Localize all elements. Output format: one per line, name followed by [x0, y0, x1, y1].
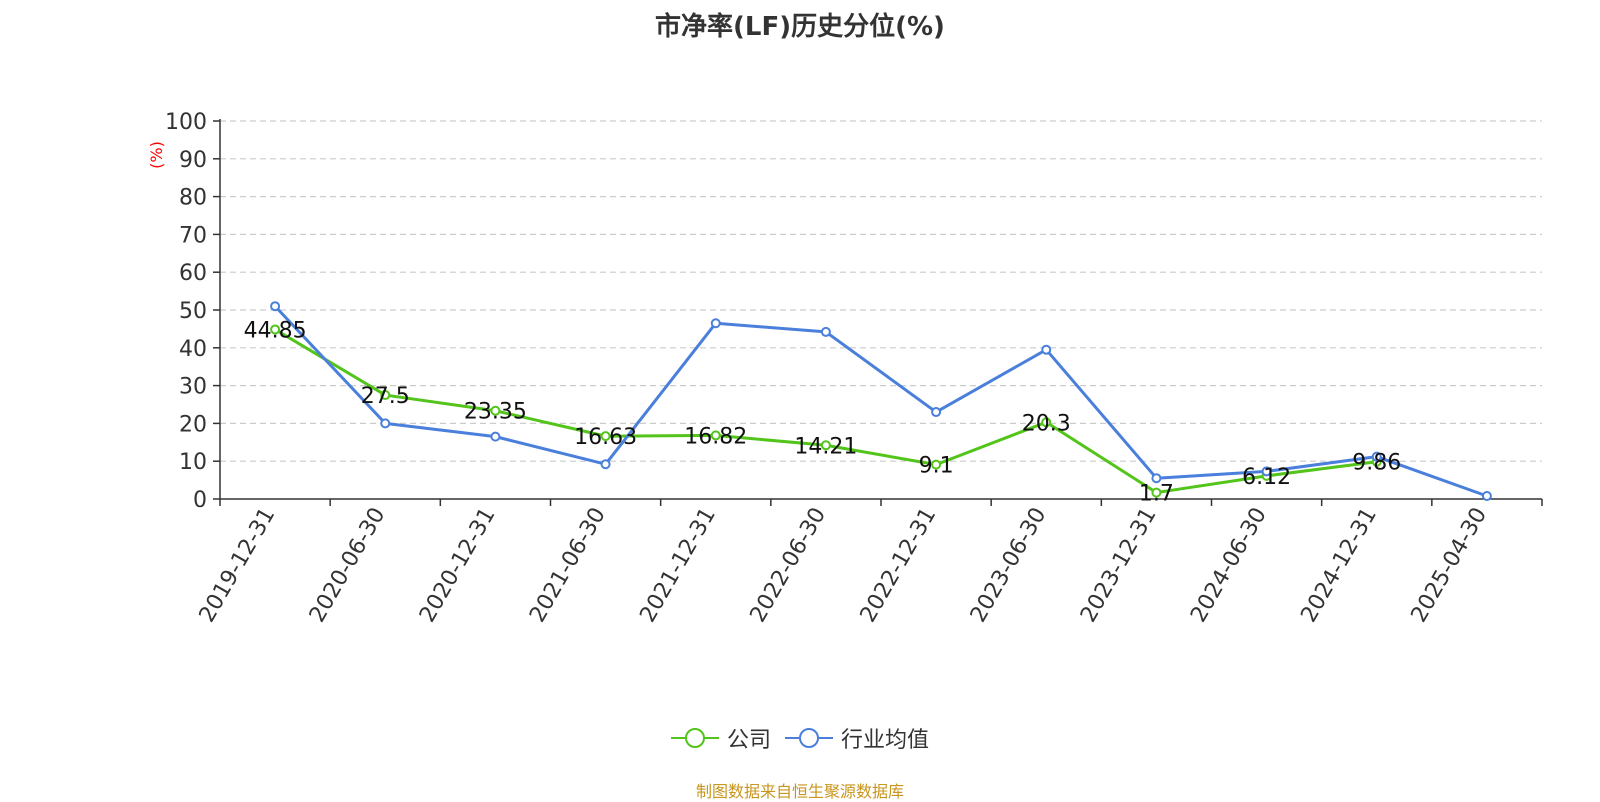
legend-company-icon — [670, 728, 719, 748]
data-point — [490, 405, 501, 416]
data-point — [270, 324, 281, 335]
data-point — [380, 390, 391, 401]
series-lines — [270, 301, 1492, 501]
legend: 公司 行业均值 — [0, 722, 1600, 754]
data-label: 14.21 — [794, 434, 857, 459]
data-point — [1041, 417, 1052, 428]
data-point — [931, 407, 942, 418]
x-tick-label: 2019-12-31 — [195, 504, 281, 627]
y-tick-label: 60 — [179, 261, 207, 286]
data-point — [710, 430, 721, 441]
data-label: 9.1 — [919, 454, 954, 479]
x-tick-label: 2023-06-30 — [966, 504, 1052, 627]
x-tick-label: 2021-12-31 — [635, 504, 721, 627]
y-tick-label: 0 — [193, 488, 207, 513]
legend-item-company[interactable]: 公司 — [670, 722, 771, 754]
data-point — [931, 459, 942, 470]
data-point — [710, 318, 721, 329]
data-point — [1371, 451, 1382, 462]
data-point — [1481, 490, 1492, 501]
x-tick-label: 2025-04-30 — [1407, 504, 1493, 627]
y-tick-label: 40 — [179, 337, 207, 362]
data-label: 27.5 — [361, 384, 410, 409]
x-tick-label: 2020-06-30 — [305, 504, 391, 627]
data-point — [820, 326, 831, 337]
x-tick-label: 2022-06-30 — [746, 504, 832, 627]
data-label: 1.7 — [1139, 482, 1174, 507]
legend-industry-icon — [785, 728, 833, 748]
x-tick-label: 2023-12-31 — [1076, 504, 1162, 627]
y-tick-label: 10 — [179, 450, 207, 475]
data-point — [380, 418, 391, 429]
series-line-0 — [274, 328, 1377, 495]
series-line-1 — [273, 305, 1488, 498]
x-tick-label: 2020-12-31 — [415, 503, 501, 626]
x-tick-label: 2022-12-31 — [856, 503, 942, 626]
x-tick-label: 2024-06-30 — [1186, 504, 1272, 627]
data-label: 23.35 — [464, 400, 527, 425]
legend-company-marker — [684, 728, 705, 748]
x-tick-label: 2021-06-30 — [525, 504, 611, 627]
y-tick-label: 50 — [179, 299, 207, 324]
data-point — [1151, 473, 1162, 484]
data-labels: 44.85 27.5 23.35 16.63 16.82 14.21 9.1 20.3 1.7 6… — [244, 318, 1402, 506]
y-axis-label: (%) — [147, 141, 166, 169]
data-point — [270, 301, 281, 312]
data-point — [1151, 487, 1162, 498]
data-point — [600, 459, 611, 470]
y-tick-label: 70 — [179, 223, 207, 248]
legend-item-industry[interactable]: 行业均值 — [785, 722, 929, 754]
data-point — [1261, 466, 1272, 477]
legend-industry-label: 行业均值 — [841, 728, 930, 753]
source-text: 制图数据来自恒生聚源数据库 — [695, 782, 904, 801]
y-tick-label: 100 — [165, 110, 207, 135]
data-point — [820, 440, 831, 451]
y-tick-label: 90 — [179, 148, 207, 173]
legend-industry-marker — [799, 728, 819, 748]
data-point — [490, 431, 501, 442]
data-label: 16.82 — [684, 424, 747, 449]
y-tick-label: 20 — [179, 412, 207, 437]
y-tick-label: 30 — [179, 375, 207, 400]
data-label: 9.86 — [1352, 451, 1401, 476]
x-tick-label: 2024-12-31 — [1296, 504, 1382, 627]
data-point — [600, 431, 611, 442]
data-point — [1041, 344, 1052, 355]
chart-title: 市净率(LF)历史分位(%) — [655, 12, 945, 42]
grid-lines — [220, 120, 1542, 462]
y-tick-label: 80 — [179, 186, 207, 211]
legend-company-label: 公司 — [726, 728, 771, 753]
data-label: 20.3 — [1022, 411, 1071, 436]
axes: 0 10 20 30 40 50 60 70 80 90 100 (%) 2019-12-31 2020-… — [147, 110, 1543, 627]
data-label: 44.85 — [244, 318, 307, 343]
data-label: 16.63 — [574, 425, 637, 450]
data-label: 6.12 — [1242, 465, 1291, 490]
